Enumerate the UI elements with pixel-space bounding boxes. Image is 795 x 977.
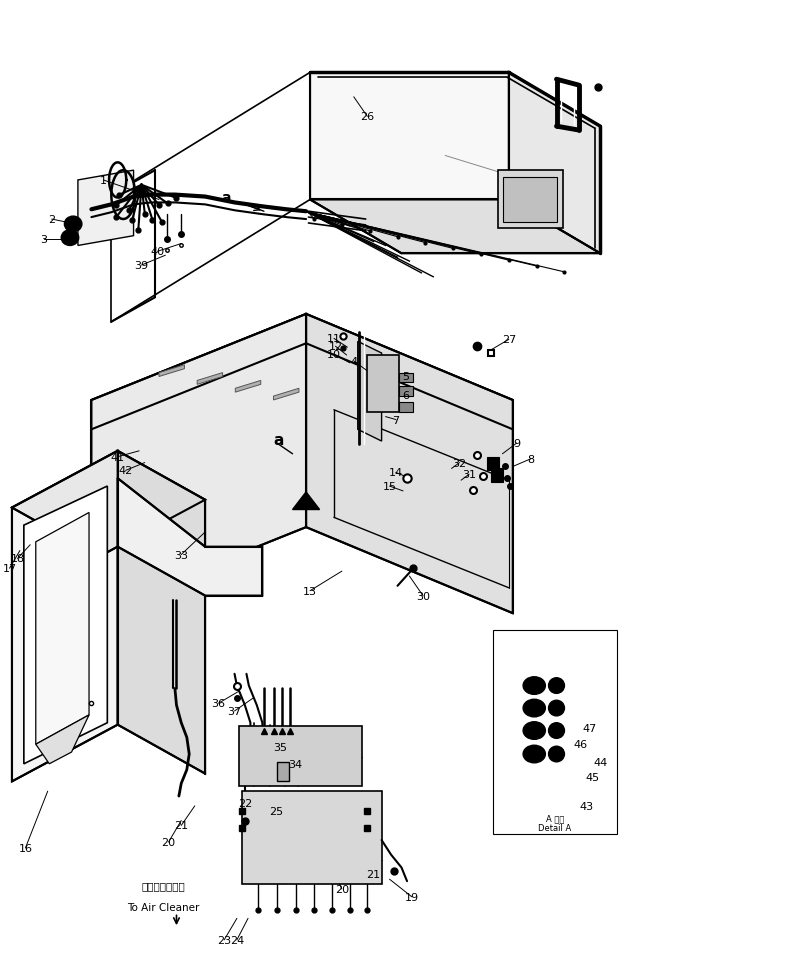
Text: 4: 4 bbox=[351, 357, 357, 366]
Text: a: a bbox=[273, 432, 284, 447]
Polygon shape bbox=[24, 487, 107, 764]
Text: 13: 13 bbox=[303, 586, 317, 596]
Text: 43: 43 bbox=[580, 801, 594, 811]
Text: 24: 24 bbox=[230, 935, 244, 945]
Polygon shape bbox=[358, 342, 382, 442]
Polygon shape bbox=[36, 715, 89, 764]
Text: 31: 31 bbox=[462, 470, 476, 480]
Text: 26: 26 bbox=[360, 112, 374, 122]
Text: 12: 12 bbox=[328, 342, 343, 352]
Text: 8: 8 bbox=[528, 454, 534, 464]
FancyBboxPatch shape bbox=[493, 630, 617, 834]
Text: 10: 10 bbox=[327, 350, 341, 360]
Ellipse shape bbox=[549, 701, 564, 716]
Polygon shape bbox=[91, 315, 513, 430]
Text: 30: 30 bbox=[416, 591, 430, 601]
Text: 19: 19 bbox=[405, 892, 419, 902]
Text: a: a bbox=[222, 191, 231, 204]
Polygon shape bbox=[273, 389, 299, 401]
Polygon shape bbox=[197, 373, 223, 385]
Text: 20: 20 bbox=[161, 837, 176, 847]
Ellipse shape bbox=[523, 745, 545, 763]
Polygon shape bbox=[159, 365, 184, 377]
Polygon shape bbox=[12, 451, 205, 557]
Polygon shape bbox=[91, 315, 306, 614]
Text: 45: 45 bbox=[585, 772, 599, 782]
FancyBboxPatch shape bbox=[503, 178, 557, 223]
Text: 37: 37 bbox=[227, 706, 242, 716]
Polygon shape bbox=[509, 73, 600, 254]
Text: 7: 7 bbox=[393, 415, 399, 425]
Text: 42: 42 bbox=[118, 466, 133, 476]
Bar bbox=[399, 387, 413, 397]
Text: 16: 16 bbox=[18, 843, 33, 853]
Text: 36: 36 bbox=[211, 699, 226, 708]
Text: 25: 25 bbox=[270, 806, 284, 816]
Text: 6: 6 bbox=[402, 391, 409, 401]
Text: 41: 41 bbox=[111, 452, 125, 462]
Polygon shape bbox=[78, 171, 134, 246]
Bar bbox=[491, 469, 503, 483]
Text: 34: 34 bbox=[289, 759, 303, 769]
FancyBboxPatch shape bbox=[242, 791, 382, 884]
Polygon shape bbox=[306, 315, 513, 614]
Text: エアクリーナへ: エアクリーナへ bbox=[141, 880, 185, 890]
Ellipse shape bbox=[523, 722, 545, 740]
Text: 11: 11 bbox=[327, 334, 341, 344]
Text: 3: 3 bbox=[41, 234, 47, 244]
Text: 21: 21 bbox=[366, 870, 381, 879]
Ellipse shape bbox=[549, 723, 564, 739]
Text: 9: 9 bbox=[514, 439, 520, 448]
FancyBboxPatch shape bbox=[367, 356, 399, 412]
Text: 14: 14 bbox=[389, 468, 403, 478]
Text: 27: 27 bbox=[502, 335, 516, 345]
Text: 39: 39 bbox=[134, 261, 149, 271]
Polygon shape bbox=[310, 200, 600, 254]
Text: 40: 40 bbox=[150, 247, 165, 257]
Text: 20: 20 bbox=[335, 884, 349, 894]
Text: 32: 32 bbox=[452, 458, 467, 468]
Polygon shape bbox=[235, 381, 261, 393]
Text: 17: 17 bbox=[2, 564, 17, 573]
Ellipse shape bbox=[523, 700, 545, 717]
Text: 21: 21 bbox=[174, 821, 188, 830]
Ellipse shape bbox=[64, 217, 82, 233]
Polygon shape bbox=[293, 492, 320, 510]
Ellipse shape bbox=[549, 746, 564, 762]
Polygon shape bbox=[12, 451, 118, 782]
Bar bbox=[399, 373, 413, 383]
Text: 47: 47 bbox=[583, 723, 597, 733]
Ellipse shape bbox=[61, 231, 79, 246]
Text: 44: 44 bbox=[593, 757, 607, 767]
Polygon shape bbox=[36, 513, 89, 744]
Text: 35: 35 bbox=[273, 743, 287, 752]
Ellipse shape bbox=[549, 678, 564, 694]
Text: 5: 5 bbox=[402, 371, 409, 381]
Text: A 図示: A 図示 bbox=[545, 813, 564, 823]
Text: To Air Cleaner: To Air Cleaner bbox=[126, 902, 200, 912]
Text: 1: 1 bbox=[100, 176, 107, 186]
Text: 33: 33 bbox=[174, 550, 188, 560]
Bar bbox=[399, 403, 413, 412]
Bar bbox=[487, 457, 499, 471]
Text: 15: 15 bbox=[382, 482, 397, 491]
Text: 18: 18 bbox=[10, 554, 25, 564]
Text: 2: 2 bbox=[48, 215, 55, 225]
FancyBboxPatch shape bbox=[277, 762, 289, 782]
Ellipse shape bbox=[523, 677, 545, 695]
FancyBboxPatch shape bbox=[238, 726, 362, 786]
FancyBboxPatch shape bbox=[498, 171, 563, 229]
Text: 23: 23 bbox=[217, 935, 231, 945]
Text: 22: 22 bbox=[238, 798, 252, 808]
Polygon shape bbox=[118, 451, 205, 774]
Text: 46: 46 bbox=[573, 740, 588, 749]
Polygon shape bbox=[310, 73, 600, 254]
Text: Detail A: Detail A bbox=[538, 823, 572, 832]
Polygon shape bbox=[118, 479, 262, 596]
